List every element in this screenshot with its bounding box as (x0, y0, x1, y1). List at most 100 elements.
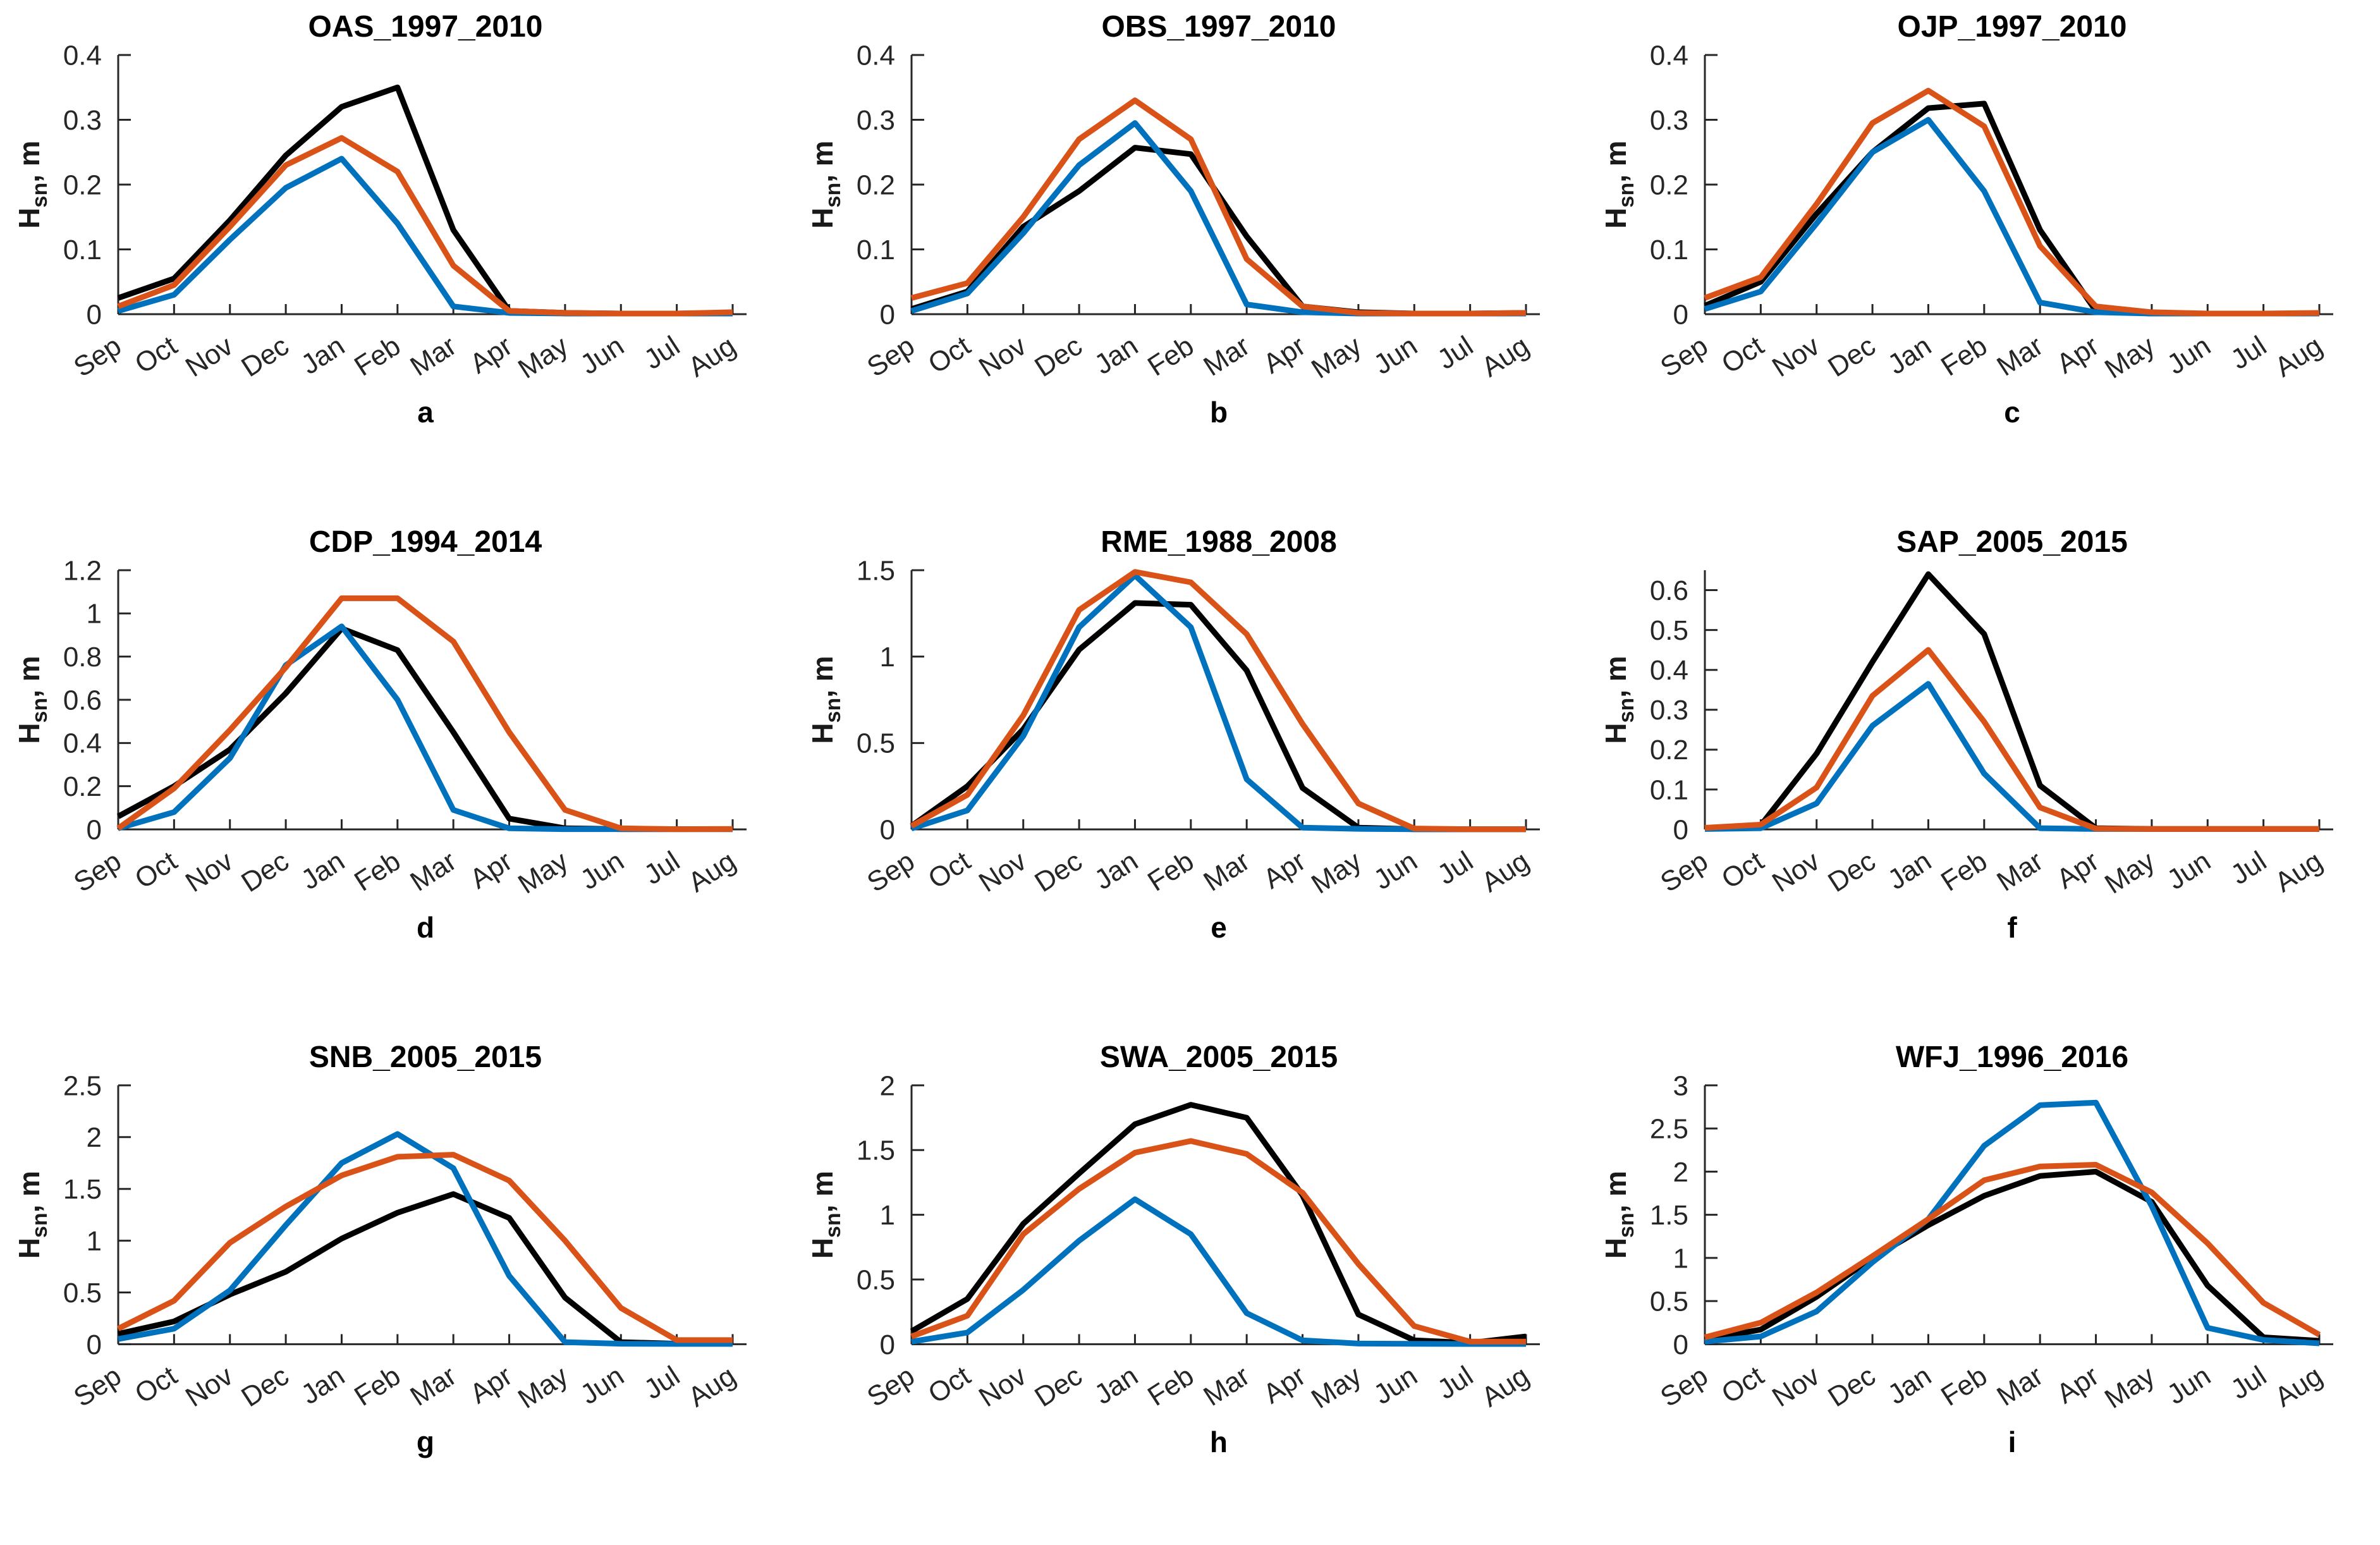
y-tick-label: 0 (87, 1329, 102, 1360)
subplot-e: 0 0.5 1 1.5 Sep Oct Nov Dec Jan Feb Mar Apr May Jun Ju… (793, 515, 1587, 1030)
series-line-blue (117, 623, 733, 833)
y-tick-label: 2.5 (1650, 1114, 1688, 1145)
x-tick-label: Jun (2162, 330, 2216, 381)
x-tick-label: Aug (2269, 330, 2328, 383)
series-line-blue (910, 572, 1526, 833)
series-line-black (1704, 101, 2319, 317)
series-line-blue (117, 156, 733, 317)
x-tick-label: Sep (1655, 1360, 1713, 1414)
x-tick-label: Mar (1198, 1360, 1255, 1412)
x-tick-label: Mar (405, 330, 461, 382)
x-tick-label: Nov (973, 330, 1032, 383)
subplot-letter: f (2007, 911, 2017, 944)
x-tick-label: Dec (1029, 330, 1087, 383)
x-tick-label: Jan (1883, 330, 1937, 381)
x-tick-label: Jan (296, 1360, 350, 1411)
x-tick-label: Apr (2051, 330, 2104, 379)
y-tick-label: 1.5 (63, 1174, 102, 1205)
series-line-orange (1704, 87, 2320, 317)
y-tick-label: 1 (1673, 1243, 1688, 1274)
y-axis-label: Hsn, m (1599, 140, 1639, 228)
y-tick-label: 1 (880, 642, 895, 673)
x-tick-label: Nov (1767, 845, 1825, 898)
x-tick-label: Apr (465, 1360, 518, 1410)
y-tick-label: 0.4 (1650, 655, 1688, 686)
x-tick-label: Oct (1716, 330, 1769, 379)
y-tick-label: 0.6 (1650, 575, 1688, 606)
y-tick-label: 0.3 (1650, 695, 1688, 726)
x-tick-label: Oct (923, 845, 976, 895)
y-axis-label: Hsn, m (1599, 1171, 1639, 1259)
y-tick-label: 0.1 (1650, 235, 1688, 266)
y-tick-label: 2.5 (63, 1070, 102, 1101)
x-tick-label: Sep (68, 1360, 126, 1414)
x-tick-label: Nov (973, 845, 1032, 898)
x-tick-label: Oct (923, 1360, 976, 1410)
y-tick-label: 0.4 (63, 40, 102, 71)
x-tick-label: May (513, 330, 573, 384)
x-tick-label: May (2099, 330, 2160, 384)
subplot-letter: i (2008, 1426, 2017, 1458)
y-tick-label: 0.4 (63, 728, 102, 759)
x-tick-label: May (2099, 1360, 2160, 1415)
chart-title: RME_1988_2008 (1101, 525, 1337, 559)
subplot-d: 0 0.2 0.4 0.6 0.8 1 1.2 Sep Oct Nov Dec Jan Feb Mar Ap… (0, 515, 793, 1030)
x-tick-label: Dec (1822, 330, 1881, 383)
y-tick-label: 0 (87, 299, 102, 330)
x-tick-label: Mar (405, 1360, 461, 1412)
series-line-blue (911, 1196, 1526, 1347)
series-line-orange (1704, 647, 2319, 832)
y-tick-label: 3 (1673, 1070, 1688, 1101)
y-tick-label: 1.5 (1650, 1200, 1688, 1231)
y-tick-label: 0 (1673, 814, 1688, 845)
subplot-letter: g (417, 1426, 434, 1458)
subplot-b: 0 0.1 0.2 0.3 0.4 Sep Oct Nov Dec Jan Feb Mar Apr May… (793, 0, 1587, 515)
x-tick-label: Oct (1716, 1360, 1769, 1410)
x-tick-label: Jan (1883, 1360, 1937, 1411)
y-tick-label: 0.8 (63, 642, 102, 673)
series-line-orange (910, 1138, 1526, 1345)
x-tick-label: Feb (1936, 330, 1992, 382)
series-line-orange (116, 1152, 733, 1343)
y-tick-label: 1 (87, 1226, 102, 1257)
x-tick-label: Dec (1822, 1360, 1881, 1414)
x-tick-label: Jul (1432, 330, 1479, 376)
y-tick-label: 0.4 (857, 40, 895, 71)
y-tick-label: 0 (1673, 1329, 1688, 1360)
series-line-blue (910, 120, 1526, 317)
series-line-black (1704, 1168, 2320, 1344)
x-tick-label: Jan (1089, 845, 1144, 896)
x-tick-label: Feb (1936, 1360, 1992, 1412)
x-tick-label: Dec (236, 330, 294, 383)
y-tick-label: 0.1 (857, 235, 895, 266)
chart-title: OAS_1997_2010 (308, 10, 543, 44)
y-tick-label: 0.5 (1650, 1286, 1688, 1317)
x-tick-label: Sep (862, 1360, 920, 1414)
y-axis-label: Hsn, m (806, 656, 845, 743)
y-tick-label: 0.5 (857, 728, 895, 759)
x-tick-label: Jun (2162, 845, 2216, 896)
x-tick-label: Feb (1142, 330, 1199, 382)
x-tick-label: Jul (2225, 1360, 2272, 1406)
y-tick-label: 0.2 (1650, 735, 1688, 766)
series-line-black (910, 1102, 1527, 1346)
x-tick-label: Feb (349, 330, 406, 382)
y-tick-label: 0.2 (63, 771, 102, 802)
x-tick-label: May (1306, 845, 1367, 900)
y-tick-label: 1.2 (63, 555, 102, 586)
chart-title: OBS_1997_2010 (1102, 10, 1336, 44)
x-tick-label: Sep (862, 845, 920, 898)
x-tick-label: Oct (1716, 845, 1769, 895)
x-tick-label: Mar (1991, 330, 2048, 382)
y-tick-label: 0.3 (1650, 105, 1688, 136)
series-line-orange (117, 135, 733, 317)
y-tick-label: 0.2 (857, 169, 895, 200)
series-line-blue (118, 1131, 733, 1347)
y-tick-label: 0.2 (1650, 169, 1688, 200)
y-tick-label: 1.5 (857, 555, 895, 586)
subplot-f: 0 0.1 0.2 0.3 0.4 0.5 0.6 Sep Oct Nov Dec Jan Feb Mar… (1587, 515, 2380, 1030)
x-tick-label: Jun (1369, 330, 1423, 381)
